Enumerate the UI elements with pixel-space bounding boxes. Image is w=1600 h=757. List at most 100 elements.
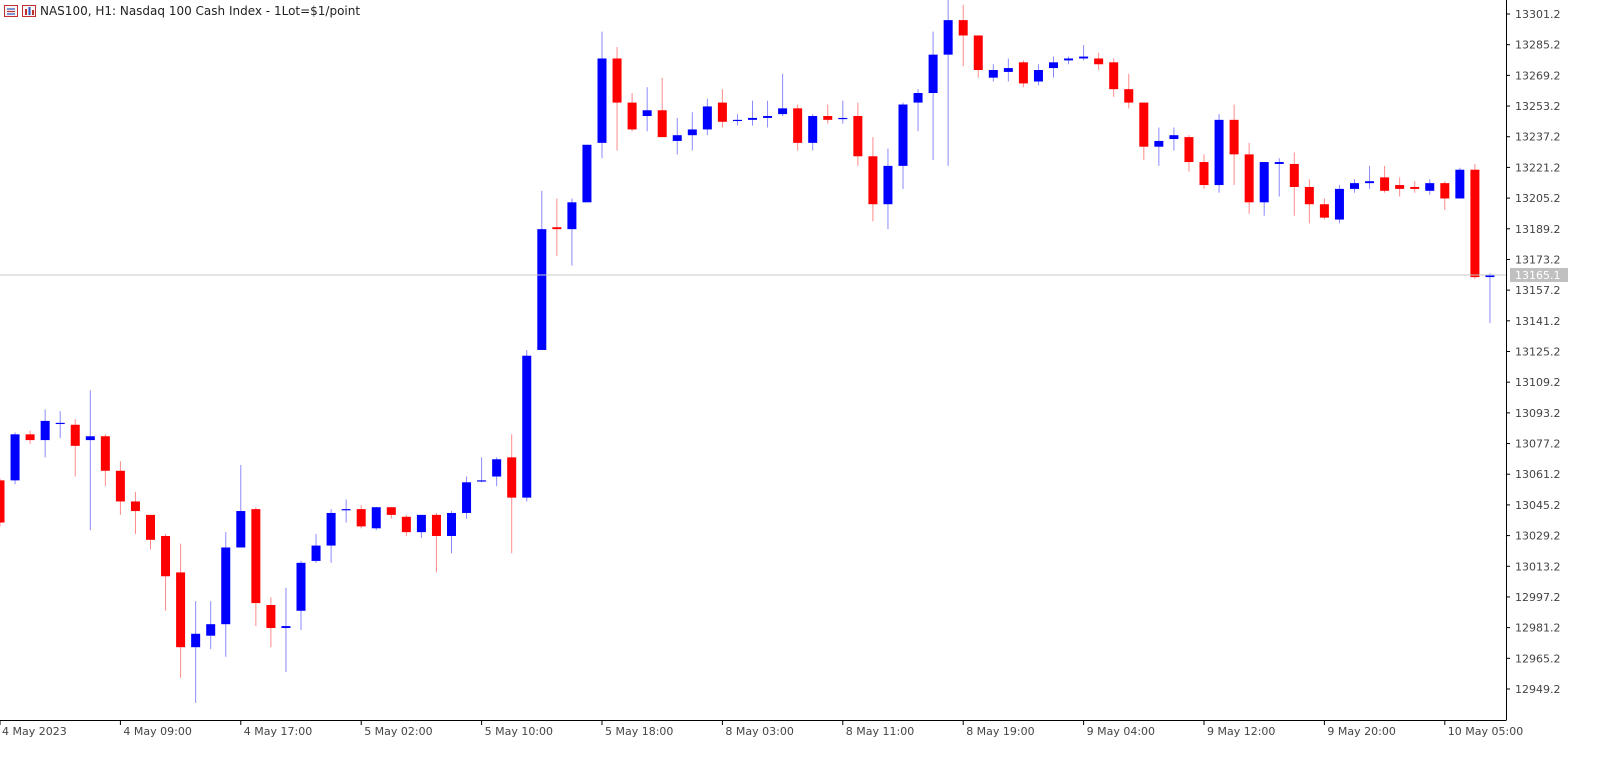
candle-body-bull	[1064, 58, 1074, 61]
chart-symbol-title: NAS100, H1: Nasdaq 100 Cash Index - 1Lot…	[40, 4, 361, 18]
candle-body-bear	[507, 457, 517, 498]
candle-body-bull	[702, 106, 712, 130]
y-tick-label: 13013.2	[1515, 560, 1561, 573]
candle-body-bull	[748, 117, 757, 120]
candle-body-bull	[988, 69, 998, 78]
y-tick-label: 13221.2	[1515, 161, 1561, 174]
candle-body-bull	[1425, 183, 1435, 191]
y-tick-label: 12997.2	[1515, 591, 1561, 604]
candle-body-bull	[567, 202, 577, 230]
candle	[793, 104, 803, 151]
candle	[191, 601, 201, 703]
candle	[266, 597, 276, 648]
candle-body-bear	[100, 436, 110, 471]
candle	[311, 534, 321, 563]
candle-body-bull	[883, 165, 893, 205]
candle-body-bull	[732, 119, 742, 122]
y-tick-label: 13077.2	[1515, 438, 1561, 451]
candle	[10, 432, 20, 485]
candle-body-bull	[672, 135, 682, 141]
candle-body-bear	[1094, 58, 1104, 65]
candle-body-bull	[537, 229, 547, 350]
y-tick-label: 12949.2	[1515, 683, 1561, 696]
candle	[522, 349, 532, 502]
x-tick-label: 5 May 02:00	[364, 725, 432, 738]
y-tick-label: 13237.2	[1515, 131, 1561, 144]
candle	[1214, 114, 1224, 193]
candle	[1184, 135, 1194, 172]
axes-layer: 13301.2 13285.2 13269.2 13253.2 13237.2 13221…	[0, 0, 1568, 738]
candle	[1380, 165, 1390, 193]
candle-body-bull	[582, 144, 592, 203]
candle	[0, 478, 5, 527]
candle-body-bull	[1259, 162, 1269, 203]
x-tick-label: 8 May 19:00	[966, 725, 1034, 738]
candle-body-bull	[808, 116, 818, 143]
candle	[1109, 58, 1119, 97]
candle-body-bear	[176, 572, 186, 648]
candle-body-bull	[597, 58, 607, 143]
candle	[853, 102, 863, 166]
candle-body-bear	[386, 507, 396, 515]
candle-body-bull	[943, 20, 953, 55]
chart-bars-icon[interactable]	[22, 4, 36, 18]
candle-body-bull	[55, 422, 65, 425]
candle-body-bear	[627, 102, 637, 130]
candle	[115, 461, 125, 515]
candle-body-bull	[296, 562, 306, 611]
candle-body-bear	[1380, 177, 1390, 191]
candle-body-bull	[1350, 183, 1359, 189]
candle	[1154, 127, 1164, 166]
current-price-tag-bg	[1510, 267, 1568, 282]
candle	[657, 77, 667, 138]
candle-body-bull	[1455, 169, 1465, 199]
candle	[1079, 45, 1089, 61]
candle	[236, 465, 246, 548]
candle-body-bull	[462, 482, 472, 513]
candle	[447, 511, 456, 554]
current-price-tag: 13165.1	[1510, 267, 1568, 282]
candle	[958, 4, 968, 67]
candle-body-bear	[0, 480, 5, 523]
candle-body-bull	[85, 436, 95, 441]
candle	[401, 514, 411, 536]
candle	[146, 514, 155, 550]
candle	[1003, 58, 1013, 82]
candle	[1244, 142, 1254, 214]
candle	[1485, 273, 1495, 324]
candle	[612, 46, 622, 151]
chart-list-icon[interactable]	[4, 4, 18, 18]
candle-body-bear	[1124, 89, 1134, 103]
candle	[431, 512, 441, 573]
candle	[85, 390, 95, 531]
candle	[943, 0, 953, 166]
candle	[462, 476, 472, 519]
candle-body-bear	[823, 116, 833, 120]
candle-body-bull	[10, 434, 20, 481]
candle	[1304, 179, 1314, 224]
x-tick-label: 4 May 09:00	[123, 725, 191, 738]
candle-body-bear	[70, 424, 80, 446]
candle	[1470, 163, 1480, 280]
candle	[176, 543, 186, 678]
y-tick-label: 13093.2	[1515, 407, 1561, 420]
candle-body-bear	[266, 605, 276, 629]
candle-body-bear	[657, 110, 667, 138]
candle	[717, 89, 727, 128]
candle-body-bear	[25, 434, 35, 441]
candle-body-bull	[311, 545, 321, 561]
candle	[100, 434, 110, 487]
candle-body-bear	[431, 514, 441, 536]
candle-body-bull	[1154, 140, 1164, 147]
candle	[206, 601, 216, 650]
y-tick-label: 13173.2	[1515, 253, 1561, 266]
candle-body-bear	[868, 156, 878, 205]
x-tick-label: 10 May 05:00	[1448, 725, 1523, 738]
candle	[70, 419, 80, 477]
candle-body-bull	[206, 624, 216, 636]
candle	[928, 31, 938, 161]
candle-body-bull	[416, 514, 426, 533]
candle	[130, 491, 140, 535]
candle-body-bear	[973, 35, 983, 70]
